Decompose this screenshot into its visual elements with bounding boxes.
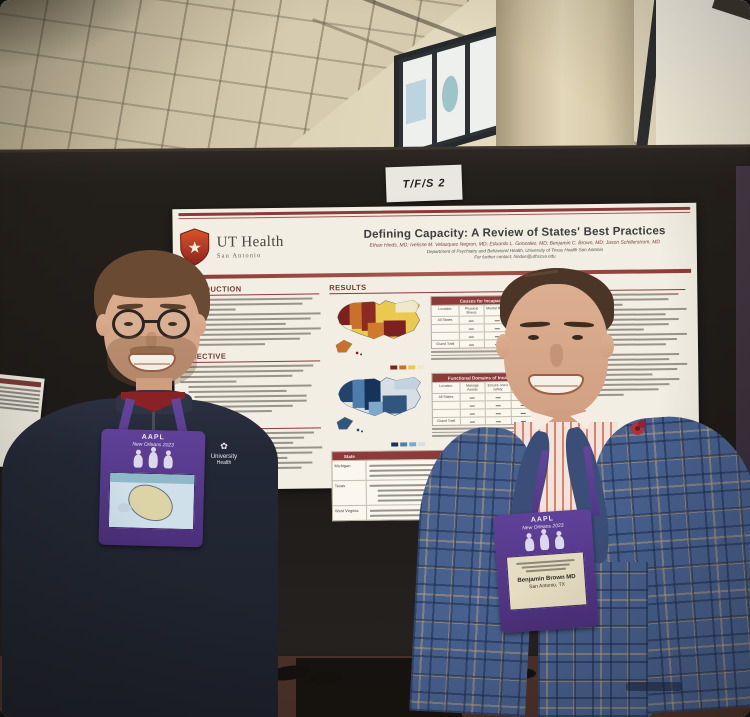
university-health-line1: University	[210, 454, 238, 460]
left-person-mustache	[130, 346, 174, 355]
research-poster: ★ UT Health San Antonio Defining Capacit…	[172, 202, 700, 522]
results-row-2: Functional Domains of Incapacity Locatio…	[330, 371, 537, 448]
right-person-eye	[528, 335, 539, 340]
left-person-ear	[192, 314, 206, 336]
badge-name-card: Benjamin Brown MD San Antonio, TX	[505, 551, 588, 611]
window-pane	[403, 54, 432, 153]
person-right: AAPL New Orleans 2023 Benjamin Brown MD …	[409, 262, 750, 717]
us-map-red	[329, 296, 426, 370]
ut-health-shield-icon: ★	[180, 228, 210, 266]
window-reflection	[405, 78, 426, 125]
architectural-column	[496, 0, 634, 166]
us-map-blue	[330, 373, 427, 447]
blazer-pocket-flap	[626, 682, 682, 691]
right-person-nose	[550, 344, 563, 367]
right-person-eye	[572, 335, 583, 340]
right-person-conference-badge: AAPL New Orleans 2023 Benjamin Brown MD …	[493, 508, 599, 634]
university-health-line2: Health	[216, 460, 232, 467]
right-person-ear	[600, 334, 614, 358]
left-person-conference-badge: AAPL New Orleans 2023	[98, 428, 206, 548]
shoe	[308, 672, 342, 684]
window-right	[656, 0, 750, 166]
window-pane	[470, 34, 500, 134]
state-name: Texas	[332, 480, 367, 506]
poster-title-block: Defining Capacity: A Review of States' B…	[339, 225, 691, 261]
university-health-logo: ✿ University Health	[196, 436, 252, 467]
window-reflection	[442, 73, 459, 115]
left-person-eye	[124, 322, 133, 326]
jazz-musicians-icon	[494, 530, 593, 554]
right-person-ear	[496, 334, 510, 358]
board-label-sign: T/F/S 2	[385, 164, 463, 203]
badge-map-card	[107, 471, 196, 531]
glasses-bridge	[143, 320, 159, 323]
svg-text:★: ★	[188, 240, 203, 257]
person-left: ✿ University Health AAPL New Orleans 202…	[0, 240, 280, 717]
state-name: West Virginia	[332, 505, 368, 521]
board-label-text: T/F/S 2	[402, 176, 446, 191]
left-person-hair-fringe	[100, 266, 204, 298]
university-health-flower-icon: ✿	[220, 441, 228, 451]
jazz-musicians-icon	[101, 450, 205, 470]
left-person-ear	[96, 314, 110, 336]
poster-header: ★ UT Health San Antonio Defining Capacit…	[178, 216, 691, 272]
poster-columns: INTRODUCTION OBJECTIVE METHODS RESULTS	[179, 278, 694, 523]
red-lapel-flower-icon	[630, 420, 646, 438]
poster-column-results: RESULTS	[329, 280, 539, 522]
ceiling	[0, 0, 750, 174]
window-pane	[436, 44, 466, 143]
results-row-1: Causes for Incapacity Location Physical …	[329, 294, 537, 371]
state-name: Michigan	[332, 460, 367, 481]
us-choropleth-red-icon	[335, 299, 421, 356]
left-person-nose	[146, 332, 157, 349]
us-choropleth-blue-icon	[336, 376, 421, 433]
left-person-eye	[168, 322, 177, 326]
ut-health-logo: ★ UT Health San Antonio	[179, 226, 331, 266]
state-table-col-state: State	[343, 453, 355, 459]
